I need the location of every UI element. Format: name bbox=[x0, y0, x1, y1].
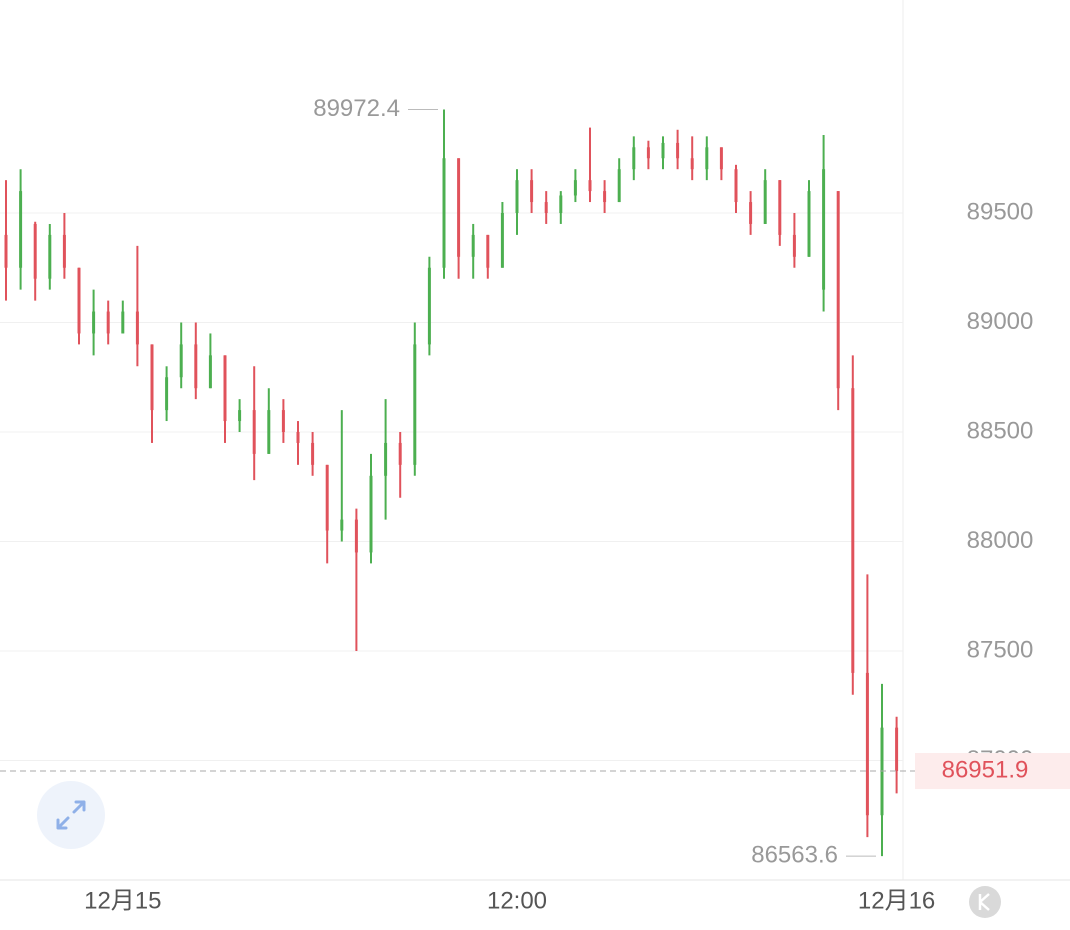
bar-body bbox=[822, 169, 826, 290]
bar-body bbox=[617, 169, 621, 203]
bar-body bbox=[442, 158, 446, 268]
last-price-box bbox=[915, 753, 1070, 790]
x-tick-label: 12月16 bbox=[858, 887, 935, 914]
bar-body bbox=[325, 464, 329, 531]
x-tick-label: 12月15 bbox=[84, 887, 161, 914]
bars bbox=[4, 109, 899, 857]
bar-body bbox=[135, 311, 139, 345]
min-label: 86563.6 bbox=[751, 841, 838, 868]
bar-body bbox=[281, 410, 285, 432]
max-label: 89972.4 bbox=[313, 95, 400, 122]
bar-body bbox=[62, 234, 66, 268]
bar-body bbox=[705, 147, 709, 170]
bar-body bbox=[165, 377, 169, 411]
bar-body bbox=[33, 223, 37, 279]
bar-body bbox=[559, 195, 563, 213]
y-tick-label: 88000 bbox=[967, 527, 1034, 554]
bar-body bbox=[238, 410, 242, 422]
bar-body bbox=[150, 344, 154, 411]
bar-body bbox=[588, 180, 592, 192]
bar-body bbox=[500, 212, 504, 268]
bar-body bbox=[486, 234, 490, 268]
bar-body bbox=[851, 388, 855, 673]
bar-body bbox=[471, 234, 475, 257]
bar-body bbox=[384, 442, 388, 476]
bar-body bbox=[194, 344, 198, 389]
bar-body bbox=[792, 234, 796, 257]
last-price-label: 86951.9 bbox=[942, 756, 1029, 783]
bar-body bbox=[427, 267, 431, 345]
bar-body bbox=[106, 311, 110, 334]
bar-body bbox=[121, 311, 125, 334]
y-tick-label: 87500 bbox=[967, 636, 1034, 663]
bar-body bbox=[734, 169, 738, 203]
bar-body bbox=[895, 727, 899, 772]
annotations: 89972.4 86563.6 86951.9 bbox=[0, 95, 1070, 868]
bar-body bbox=[208, 355, 212, 389]
bar-body bbox=[749, 202, 753, 224]
bar-body bbox=[252, 410, 256, 454]
bar-body bbox=[530, 180, 534, 203]
bar-body bbox=[4, 234, 8, 268]
bar-body bbox=[340, 519, 344, 531]
y-tick-label: 89000 bbox=[967, 308, 1034, 335]
bar-body bbox=[19, 191, 23, 268]
bar-body bbox=[646, 147, 650, 159]
bar-body bbox=[48, 234, 52, 279]
bar-body bbox=[573, 180, 577, 196]
kline-button[interactable] bbox=[969, 886, 1001, 918]
bar-body bbox=[836, 191, 840, 389]
bar-body bbox=[179, 344, 183, 378]
bar-body bbox=[544, 202, 548, 213]
y-tick-label: 88500 bbox=[967, 417, 1034, 444]
x-tick-label: 12:00 bbox=[487, 887, 547, 914]
y-tick-label: 89500 bbox=[967, 198, 1034, 225]
bar-body bbox=[865, 672, 869, 816]
bar-body bbox=[413, 344, 417, 465]
bar-body bbox=[369, 475, 373, 553]
bar-body bbox=[632, 147, 636, 170]
bar-body bbox=[807, 191, 811, 257]
bar-body bbox=[515, 180, 519, 213]
bar-body bbox=[296, 431, 300, 443]
expand-button[interactable] bbox=[37, 781, 105, 849]
bar-body bbox=[223, 355, 227, 422]
bar-body bbox=[92, 311, 96, 334]
bar-body bbox=[398, 442, 402, 465]
bar-body bbox=[763, 180, 767, 224]
bar-body bbox=[311, 442, 315, 465]
bar-body bbox=[778, 180, 782, 235]
bar-body bbox=[676, 142, 680, 159]
bar-body bbox=[719, 147, 723, 170]
bar-body bbox=[354, 519, 358, 553]
bar-body bbox=[77, 267, 81, 334]
grid: 870008750088000885008900089500 bbox=[0, 198, 1034, 773]
bar-body bbox=[690, 158, 694, 170]
bar-body bbox=[267, 410, 271, 454]
bar-body bbox=[661, 142, 665, 159]
bar-body bbox=[603, 191, 607, 203]
bar-body bbox=[457, 158, 461, 257]
